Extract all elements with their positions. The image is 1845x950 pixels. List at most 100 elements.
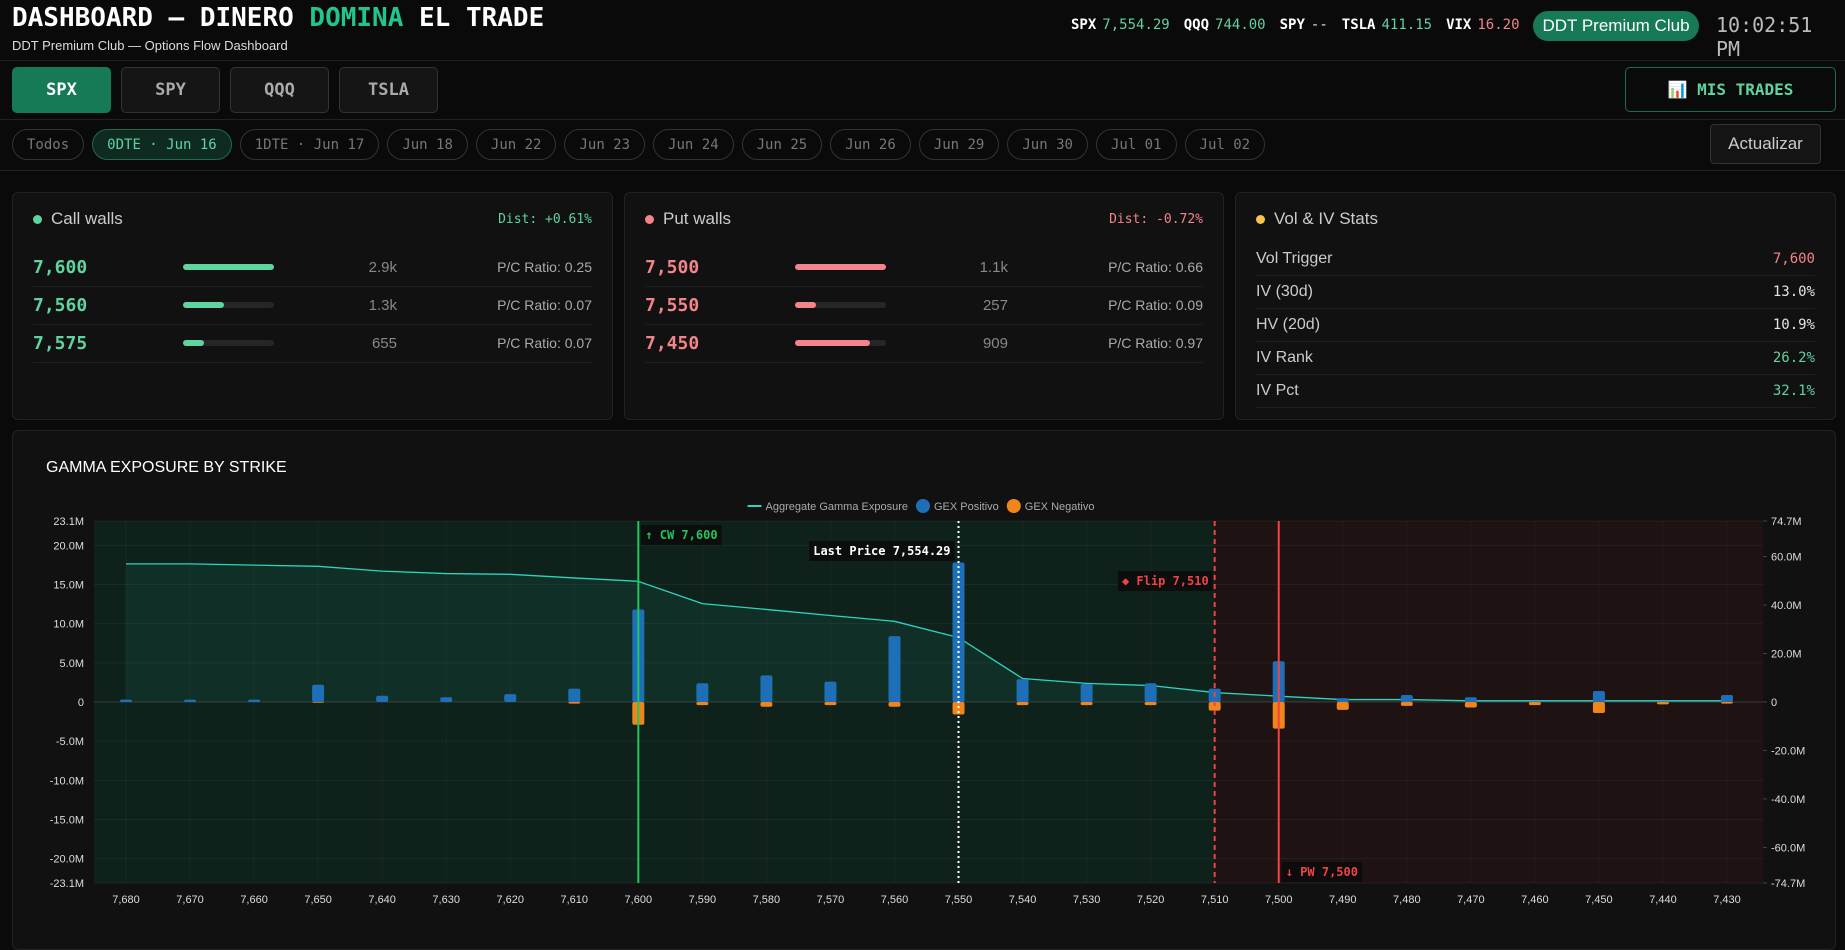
expiry-chip[interactable]: Jun 26 <box>830 129 911 160</box>
expiry-chip[interactable]: 1DTE · Jun 17 <box>239 129 380 160</box>
stat-row: IV Pct 32.1% <box>1256 375 1815 408</box>
stat-label: IV Pct <box>1256 382 1299 399</box>
bar <box>1464 702 1477 708</box>
bar <box>1400 694 1413 702</box>
annotation: ◆ Flip 7,510 <box>1117 571 1213 591</box>
card-title: Put walls <box>645 209 731 229</box>
symbol-tab[interactable]: TSLA <box>339 67 438 113</box>
expiry-chip[interactable]: Jun 18 <box>387 129 468 160</box>
stat-row: IV (30d) 13.0% <box>1256 276 1815 309</box>
expiry-chip[interactable]: Jun 22 <box>475 129 557 160</box>
annotation: ↑ CW 7,600 <box>641 525 722 545</box>
legend-label: Aggregate Gamma Exposure <box>766 501 908 513</box>
ticker-value: 411.15 <box>1381 17 1433 33</box>
bar-track <box>795 264 886 270</box>
bar <box>1400 702 1413 706</box>
ticker: SPY -- <box>1280 17 1328 33</box>
x-tick-label: 7,670 <box>176 894 204 906</box>
distance: Dist: +0.61% <box>498 212 592 227</box>
strike: 7,450 <box>645 333 700 354</box>
expiry-chip[interactable]: Todos <box>12 129 85 160</box>
bar <box>312 702 325 703</box>
expiry-chip[interactable]: Jun 23 <box>564 129 646 160</box>
y-tick-label: -15.0M <box>50 815 84 827</box>
y-tick-label: -10.0M <box>50 775 84 787</box>
stat-value: 10.9% <box>1772 317 1815 333</box>
refresh-button[interactable]: Actualizar <box>1710 124 1821 164</box>
title-highlight: DOMINA <box>309 3 404 33</box>
annotation: Last Price 7,554.29 <box>809 541 955 561</box>
strike: 7,550 <box>645 295 700 316</box>
symbol-tabs: SPX SPY QQQ TSLA <box>12 67 438 113</box>
wall-bar <box>183 264 274 270</box>
status-dot <box>645 214 654 224</box>
annotation-background <box>1281 862 1362 882</box>
bar <box>1336 702 1349 710</box>
distance: Dist: -0.72% <box>1109 212 1203 227</box>
stat-value: 32.1% <box>1772 383 1815 399</box>
x-tick-label: 7,510 <box>1201 894 1229 906</box>
x-tick-label: 7,430 <box>1713 894 1741 906</box>
annotation-background <box>641 525 722 545</box>
annotation-label: Last Price 7,554.29 <box>813 544 950 558</box>
divider <box>0 119 1845 120</box>
ticker-value: 16.20 <box>1477 17 1520 33</box>
bar <box>120 699 132 702</box>
open-interest: 2.9k <box>368 259 397 276</box>
bar <box>1208 702 1221 711</box>
bar <box>1721 694 1733 702</box>
stat-row: Vol Trigger 7,600 <box>1256 243 1815 276</box>
x-tick-label: 7,440 <box>1649 894 1677 906</box>
pc-ratio: P/C Ratio: 0.07 <box>497 297 592 313</box>
legend-label: GEX Negativo <box>1025 501 1095 513</box>
ticker: TSLA 411.15 <box>1342 17 1432 33</box>
put-walls-card: Put walls Dist: -0.72% 7,500 1.1k P/C Ratio:… <box>624 192 1224 420</box>
stat-value: 26.2% <box>1772 350 1815 366</box>
wall-row: 7,575 655 P/C Ratio: 0.07 <box>33 325 592 363</box>
symbol-tab[interactable]: QQQ <box>230 67 329 113</box>
wall-bar <box>795 264 886 270</box>
strike: 7,560 <box>33 295 88 316</box>
expiry-chip[interactable]: Jun 30 <box>1007 129 1088 160</box>
y-tick-label: -5.0M <box>56 736 84 748</box>
y-tick-label: 10.0M <box>53 619 84 631</box>
symbol-tab[interactable]: SPY <box>121 67 220 113</box>
strike: 7,575 <box>33 333 88 354</box>
expiry-chip[interactable]: Jun 24 <box>653 129 734 160</box>
mis-trades-button[interactable]: 📊 MIS TRADES <box>1625 67 1836 112</box>
club-button[interactable]: DDT Premium Club <box>1533 11 1699 41</box>
bar <box>1528 701 1541 702</box>
y-tick-label: -23.1M <box>50 878 84 890</box>
bar-track <box>183 264 274 270</box>
bar <box>888 702 901 707</box>
bar-track <box>795 302 886 308</box>
y2-tick-label: 0 <box>1771 697 1777 709</box>
bar <box>1016 702 1029 706</box>
y-tick-label: 5.0M <box>60 658 84 670</box>
expiry-chip[interactable]: Jun 25 <box>741 129 823 160</box>
pc-ratio: P/C Ratio: 0.97 <box>1108 335 1203 351</box>
open-interest: 1.3k <box>368 297 397 314</box>
expiry-chip[interactable]: 0DTE · Jun 16 <box>92 129 232 160</box>
bar <box>1656 701 1669 702</box>
status-dot <box>1256 214 1265 224</box>
bar <box>440 697 453 702</box>
expiry-chip[interactable]: Jul 01 <box>1095 129 1177 160</box>
card-title-text: Put walls <box>663 209 732 228</box>
wall-bar <box>183 340 204 346</box>
x-tick-label: 7,540 <box>1009 894 1037 906</box>
header: DASHBOARD — DINERO DOMINA EL TRADE DDT P… <box>0 0 1845 61</box>
symbol-tab[interactable]: SPX <box>12 67 111 113</box>
expiry-chip[interactable]: Jul 02 <box>1184 129 1266 160</box>
wall-row: 7,550 257 P/C Ratio: 0.09 <box>645 287 1203 325</box>
bar <box>184 699 197 702</box>
ticker: VIX 16.20 <box>1446 17 1519 33</box>
clock: 10:02:51 PM <box>1716 13 1813 61</box>
bar <box>696 702 709 706</box>
ticker-symbol: SPX <box>1071 17 1097 33</box>
wall-row: 7,560 1.3k P/C Ratio: 0.07 <box>33 287 592 325</box>
expiry-chip[interactable]: Jun 29 <box>918 129 1000 160</box>
stat-label: HV (20d) <box>1256 316 1321 333</box>
x-tick-label: 7,480 <box>1393 894 1421 906</box>
